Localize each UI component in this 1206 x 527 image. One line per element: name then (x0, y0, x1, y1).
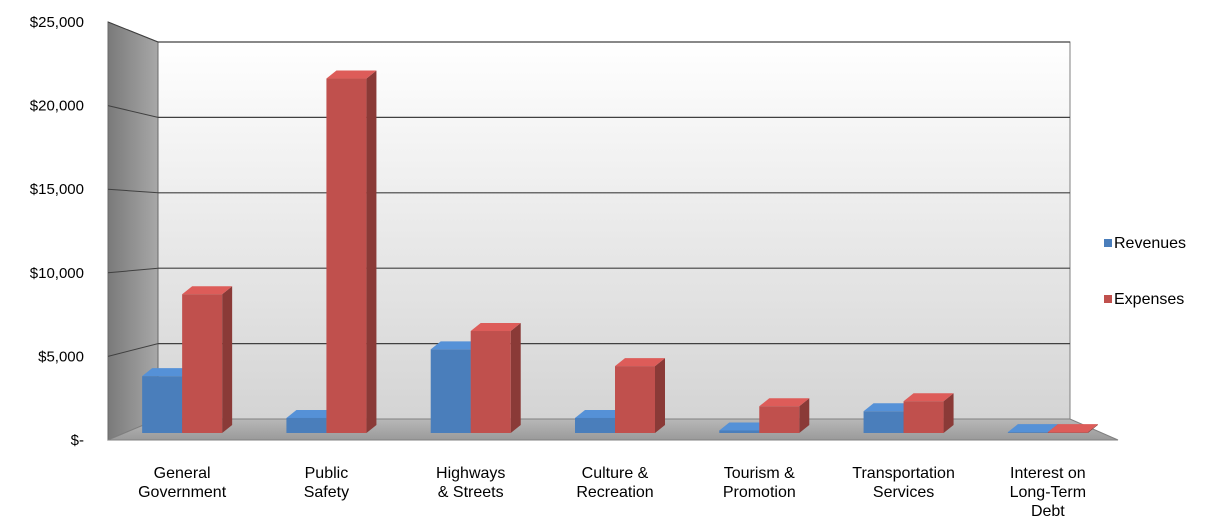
bar-side (510, 323, 521, 433)
bar-top (903, 393, 954, 402)
bar-front (142, 376, 183, 433)
x-tick-label: Interest on Long-Term Debt (1010, 465, 1086, 520)
bar-front (1047, 432, 1088, 433)
gridline-side (107, 21, 159, 43)
x-tick-label-line: Debt (1031, 503, 1065, 520)
gridline-side (107, 188, 159, 194)
x-tick-label: Tourism & Promotion (723, 465, 796, 501)
y-tick-label: $15,000 (30, 181, 84, 198)
y-tick-label: $5,000 (38, 348, 84, 365)
plot-walls (107, 21, 1119, 441)
bar-front (863, 411, 904, 433)
bar-expenses (903, 393, 954, 433)
bar-front (286, 417, 327, 433)
x-axis: General Government Public Safety Highways & S… (138, 465, 1086, 520)
y-tick-label: $10,000 (30, 265, 84, 282)
bar-top (863, 403, 914, 412)
x-tick-label: Transportation Services (852, 465, 955, 501)
bar-top (575, 409, 625, 418)
bar-front (1007, 432, 1048, 433)
x-tick-label: Public Safety (304, 465, 349, 501)
y-axis: $25,000 $20,000 $15,000 $10,000 $5,000 $- (30, 14, 84, 449)
bar-top (430, 341, 481, 350)
bar-front (430, 349, 471, 433)
bar-top (1047, 424, 1098, 433)
x-tick-label-line: Transportation (852, 465, 955, 482)
legend-label: Expenses (1114, 291, 1184, 308)
x-tick-label-line: Tourism & (724, 465, 795, 482)
bar-side (655, 358, 665, 433)
legend-label: Revenues (1114, 235, 1186, 252)
x-tick-label-line: & Streets (438, 484, 504, 501)
legend-swatch (1104, 295, 1112, 303)
bar-front (903, 401, 944, 433)
bar-side (799, 398, 810, 433)
bar-expenses (326, 70, 377, 433)
bar-expenses (759, 398, 810, 433)
bar-top (142, 368, 193, 377)
bar-expenses (470, 323, 521, 433)
bar-front (326, 78, 367, 433)
bar-top (615, 358, 665, 367)
bar-side (366, 70, 377, 433)
bar-side (943, 393, 954, 433)
x-tick-label-line: Interest on (1010, 465, 1086, 482)
bars (142, 70, 1098, 433)
bar-front (719, 430, 760, 433)
gridline-side (107, 267, 159, 274)
gridline-side (107, 105, 159, 118)
x-tick-label-line: Government (138, 484, 227, 501)
bar-front (182, 294, 223, 433)
x-tick-label-line: Promotion (723, 484, 796, 501)
back-wall (157, 41, 1071, 420)
x-tick-label-line: Services (873, 484, 934, 501)
bar-front (615, 366, 655, 433)
y-tick-label: $25,000 (30, 14, 84, 31)
bar-top (286, 409, 337, 418)
x-tick-label-line: Safety (304, 484, 349, 501)
x-tick-label-line: Highways (436, 465, 505, 482)
bar-top (182, 286, 233, 295)
x-tick-label-line: Recreation (576, 484, 653, 501)
bar-expenses (182, 286, 233, 433)
bar-top (719, 422, 770, 431)
x-tick-label-line: Culture & (582, 465, 649, 482)
bar-top (470, 323, 521, 332)
x-tick-label-line: Public (305, 465, 349, 482)
gridline-side (107, 343, 159, 357)
y-tick-label: $20,000 (30, 98, 84, 115)
gridlines (107, 21, 1070, 357)
x-tick-label: Culture & Recreation (576, 465, 653, 501)
bar-front (470, 331, 511, 433)
bar-top (1007, 424, 1058, 433)
x-tick-label: Highways & Streets (436, 465, 505, 501)
bar-side (222, 286, 233, 433)
bar-expenses (1047, 424, 1098, 433)
bar-side (1087, 424, 1098, 433)
bar-top (326, 70, 377, 79)
bar-top (759, 398, 810, 407)
x-tick-label: General Government (138, 465, 227, 501)
legend-swatch (1104, 239, 1112, 247)
x-tick-label-line: General (154, 465, 211, 482)
y-tick-label: $- (71, 432, 84, 449)
bar-front (575, 417, 615, 433)
bar-expenses (615, 358, 665, 433)
legend: Revenues Expenses (1104, 235, 1186, 308)
x-tick-label-line: Long-Term (1010, 484, 1086, 501)
bar-front (759, 406, 800, 433)
